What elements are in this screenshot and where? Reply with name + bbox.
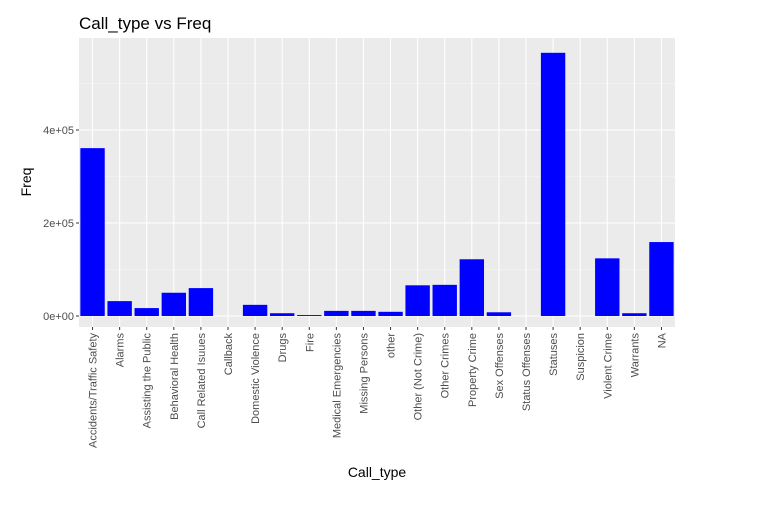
y-tick-label: 0e+00 bbox=[43, 311, 74, 323]
bar bbox=[80, 148, 105, 316]
x-tick-label: Missing Persons bbox=[358, 333, 370, 414]
x-tick-label: Other Crimes bbox=[440, 333, 452, 399]
x-tick-label: Alarms bbox=[115, 333, 127, 368]
x-tick-label: Property Crime bbox=[467, 333, 479, 407]
bar bbox=[432, 284, 457, 316]
bars bbox=[80, 52, 674, 317]
y-axis: 0e+00 2e+05 4e+05 bbox=[43, 125, 79, 323]
x-tick-label: Domestic Violence bbox=[250, 333, 262, 424]
bar bbox=[351, 310, 376, 316]
x-tick-label: Call Related Isuues bbox=[196, 333, 208, 429]
x-tick-label: Status Offenses bbox=[521, 333, 533, 412]
bar bbox=[459, 259, 485, 316]
bar bbox=[595, 258, 620, 316]
bar bbox=[134, 308, 159, 316]
bar bbox=[405, 285, 430, 316]
x-axis: Accidents/Traffic Safety Alarms Assisting … bbox=[88, 327, 668, 448]
bar bbox=[188, 288, 214, 316]
bar bbox=[540, 52, 566, 317]
x-tick-label: other bbox=[386, 333, 398, 358]
plot-panel bbox=[79, 38, 675, 327]
y-tick-label: 2e+05 bbox=[43, 218, 74, 230]
bar bbox=[622, 313, 647, 316]
x-axis-title: Call_type bbox=[348, 464, 407, 480]
x-tick-label: Assisting the Public bbox=[142, 333, 154, 429]
x-tick-label: Statuses bbox=[548, 333, 560, 376]
x-tick-label: Behavioral Health bbox=[169, 333, 181, 420]
x-tick-label: Violent Crime bbox=[602, 333, 614, 399]
y-axis-title: Freq bbox=[18, 168, 34, 197]
x-tick-label: Fire bbox=[304, 333, 316, 352]
chart-title: Call_type vs Freq bbox=[79, 14, 211, 33]
x-tick-label: Medical Emergencies bbox=[331, 333, 343, 439]
bar bbox=[649, 242, 674, 316]
x-tick-label: Sex Offenses bbox=[494, 333, 506, 399]
y-tick-label: 4e+05 bbox=[43, 125, 74, 137]
bar bbox=[107, 301, 132, 316]
bar bbox=[269, 313, 295, 316]
x-tick-label: Other (Not Crime) bbox=[413, 333, 425, 420]
x-tick-label: Accidents/Traffic Safety bbox=[88, 333, 100, 448]
bar bbox=[161, 292, 187, 316]
x-tick-label: Drugs bbox=[277, 333, 289, 363]
bar bbox=[242, 304, 268, 316]
x-tick-label: Callback bbox=[223, 333, 235, 376]
bar bbox=[486, 312, 512, 316]
x-tick-label: NA bbox=[656, 332, 668, 348]
x-tick-label: Warrants bbox=[629, 333, 641, 378]
x-tick-label: Suspicion bbox=[575, 333, 587, 381]
bar bbox=[297, 315, 322, 316]
grid-lines bbox=[79, 38, 675, 327]
bar bbox=[378, 311, 403, 316]
bar bbox=[324, 310, 349, 316]
